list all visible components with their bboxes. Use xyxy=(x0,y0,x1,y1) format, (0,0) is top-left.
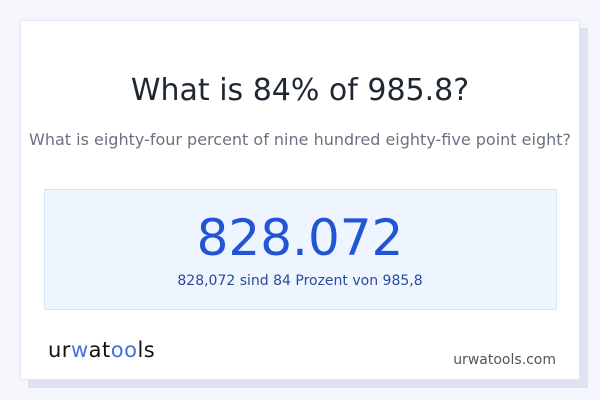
logo-text: w xyxy=(70,338,89,362)
logo-text: ur xyxy=(48,338,71,362)
result-box xyxy=(44,189,557,310)
result-text: 828,072 sind 84 Prozent von 985,8 xyxy=(177,273,423,289)
logo[interactable]: urwatools xyxy=(48,338,155,362)
logo-text: at xyxy=(88,338,111,362)
page-title: What is 84% of 985.8? xyxy=(130,73,470,108)
logo-text: ls xyxy=(137,338,156,362)
result-value: 828.072 xyxy=(196,209,404,267)
subtitle: What is eighty-four percent of nine hund… xyxy=(29,130,571,149)
site-link[interactable]: urwatools.com xyxy=(453,352,556,368)
logo-text: oo xyxy=(110,338,138,362)
